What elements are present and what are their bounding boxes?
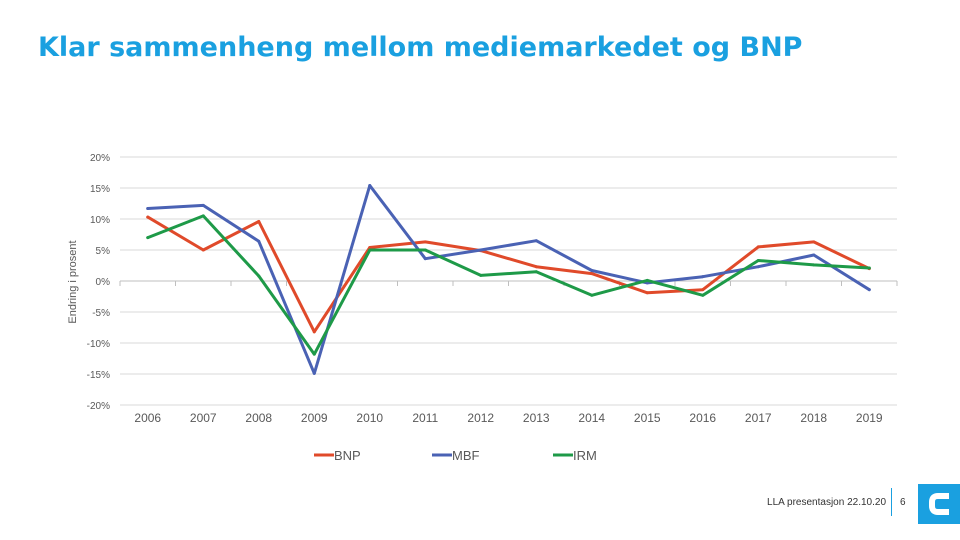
data-point-bnp bbox=[201, 248, 205, 252]
data-point-irm bbox=[312, 352, 316, 356]
data-point-irm bbox=[368, 248, 372, 252]
data-point-mbf bbox=[423, 257, 427, 261]
x-tick-label: 2015 bbox=[634, 411, 661, 425]
data-point-irm bbox=[257, 274, 261, 278]
series-line-mbf bbox=[146, 184, 871, 375]
data-point-irm bbox=[701, 293, 705, 297]
data-point-bnp bbox=[368, 246, 372, 250]
data-point-mbf bbox=[701, 275, 705, 279]
data-point-mbf bbox=[867, 288, 871, 292]
data-point-bnp bbox=[590, 272, 594, 276]
x-tick-label: 2008 bbox=[245, 411, 272, 425]
data-point-mbf bbox=[257, 239, 261, 243]
y-tick-label: -5% bbox=[92, 308, 110, 319]
brand-logo-icon bbox=[918, 484, 960, 524]
data-point-mbf bbox=[534, 239, 538, 243]
data-point-bnp bbox=[257, 219, 261, 223]
data-point-mbf bbox=[756, 265, 760, 269]
data-point-bnp bbox=[534, 265, 538, 269]
legend-label-bnp: BNP bbox=[334, 448, 361, 463]
x-tick-label: 2013 bbox=[523, 411, 550, 425]
footer-divider bbox=[891, 488, 892, 516]
series-line-irm bbox=[146, 214, 871, 356]
x-tick-label: 2014 bbox=[578, 411, 605, 425]
y-tick-label: -15% bbox=[87, 370, 110, 381]
data-point-irm bbox=[812, 263, 816, 267]
data-point-mbf bbox=[368, 184, 372, 188]
data-point-irm bbox=[479, 273, 483, 277]
footer-presentation-label: LLA presentasjon 22.10.20 bbox=[767, 497, 886, 508]
series-line-bnp bbox=[146, 215, 871, 334]
y-tick-label: 0% bbox=[96, 277, 111, 288]
x-tick-label: 2006 bbox=[134, 411, 161, 425]
legend-label-mbf: MBF bbox=[452, 448, 480, 463]
data-point-mbf bbox=[590, 268, 594, 272]
gridlines bbox=[120, 156, 897, 406]
data-point-bnp bbox=[312, 330, 316, 334]
y-axis-label: Endring i prosent bbox=[67, 240, 79, 323]
y-tick-label: 20% bbox=[90, 153, 110, 164]
data-point-irm bbox=[423, 248, 427, 252]
x-tick-label: 2007 bbox=[190, 411, 217, 425]
chart-legend: BNP MBF IRM bbox=[314, 448, 597, 463]
x-tick-label: 2010 bbox=[356, 411, 383, 425]
data-point-bnp bbox=[756, 245, 760, 249]
x-tick-label: 2012 bbox=[467, 411, 494, 425]
data-point-bnp bbox=[146, 215, 150, 219]
data-point-irm bbox=[867, 266, 871, 270]
x-tick-label: 2011 bbox=[412, 411, 438, 425]
data-point-mbf bbox=[146, 206, 150, 210]
data-point-bnp bbox=[423, 240, 427, 244]
series-lines bbox=[146, 184, 871, 375]
chart-axes: 20% 15% 10% 5% 0% -5% -10% -15% -20% 2006 2007 2008… bbox=[87, 153, 898, 425]
data-point-mbf bbox=[812, 253, 816, 257]
data-point-irm bbox=[201, 214, 205, 218]
x-tick-label: 2019 bbox=[856, 411, 883, 425]
x-tick-label: 2018 bbox=[800, 411, 827, 425]
data-point-bnp bbox=[812, 240, 816, 244]
data-point-mbf bbox=[201, 203, 205, 207]
data-point-irm bbox=[534, 270, 538, 274]
y-tick-label: -10% bbox=[87, 339, 110, 350]
y-tick-label: 5% bbox=[96, 246, 111, 257]
data-point-bnp bbox=[701, 288, 705, 292]
legend-label-irm: IRM bbox=[573, 448, 597, 463]
page-number: 6 bbox=[900, 497, 906, 508]
data-point-irm bbox=[645, 278, 649, 282]
data-point-mbf bbox=[312, 371, 316, 375]
x-tick-label: 2016 bbox=[689, 411, 716, 425]
x-tick-label: 2009 bbox=[301, 411, 328, 425]
data-point-irm bbox=[756, 259, 760, 263]
data-point-irm bbox=[590, 293, 594, 297]
x-tick-label: 2017 bbox=[745, 411, 772, 425]
data-point-irm bbox=[146, 236, 150, 240]
data-point-mbf bbox=[479, 248, 483, 252]
data-point-bnp bbox=[645, 291, 649, 295]
y-tick-label: 15% bbox=[90, 184, 110, 195]
y-tick-label: 10% bbox=[90, 215, 110, 226]
y-tick-label: -20% bbox=[87, 401, 110, 412]
slide-title: Klar sammenheng mellom mediemarkedet og … bbox=[38, 32, 803, 63]
